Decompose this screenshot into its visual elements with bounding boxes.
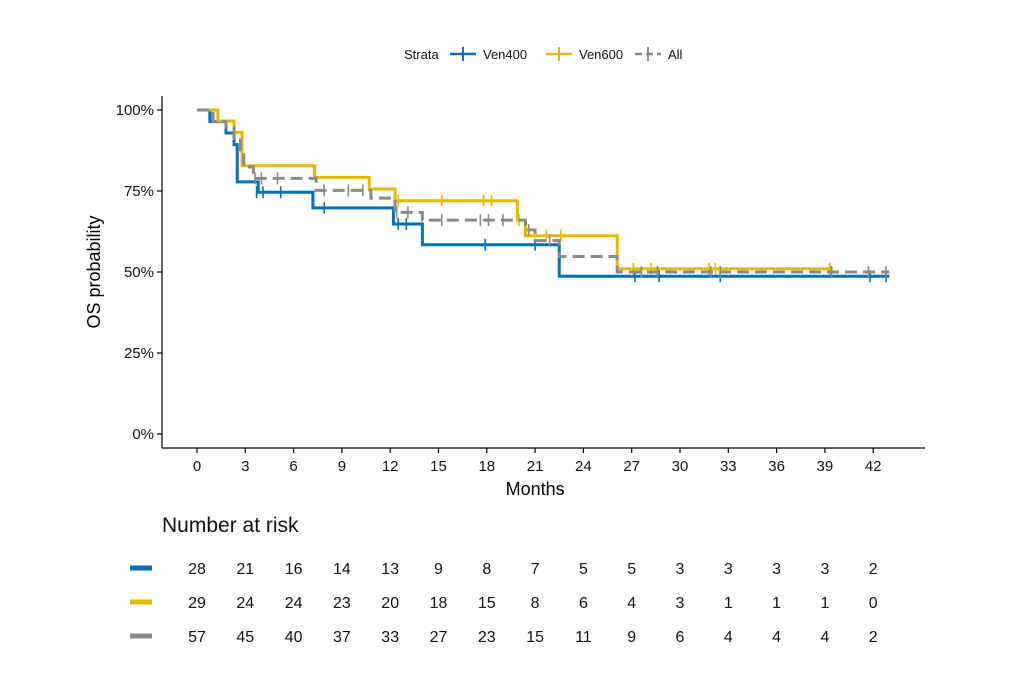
risk-count: 15 [526,629,544,646]
x-tick-label: 36 [768,458,785,475]
survival-curves [197,108,890,283]
risk-count: 8 [482,561,491,578]
y-tick-label: 75% [124,183,154,200]
risk-count: 9 [627,629,636,646]
y-axis-label: OS probability [84,215,104,328]
risk-count: 57 [188,629,206,646]
risk-count: 27 [430,629,448,646]
y-tick-label: 0% [132,426,154,443]
x-tick-label: 39 [817,458,834,475]
risk-count: 4 [627,595,636,612]
legend-label-ven600: Ven600 [579,47,623,62]
risk-count: 4 [772,629,781,646]
risk-count: 33 [381,629,399,646]
risk-count: 11 [575,629,592,646]
x-tick-label: 0 [193,458,201,475]
x-tick-label: 30 [672,458,689,475]
risk-count: 4 [820,629,829,646]
x-tick-label: 27 [623,458,640,475]
x-tick-label: 9 [338,458,346,475]
risk-count: 3 [772,561,781,578]
legend-title: Strata [404,47,439,62]
risk-count: 3 [724,561,733,578]
x-tick-label: 15 [430,458,447,475]
risk-count: 29 [188,595,206,612]
risk-count: 2 [869,561,878,578]
risk-count: 8 [531,595,540,612]
risk-count: 18 [430,595,448,612]
risk-count: 28 [188,561,206,578]
risk-count: 1 [820,595,829,612]
risk-count: 23 [333,595,351,612]
x-tick-label: 21 [527,458,544,475]
risk-count: 15 [478,595,496,612]
risk-count: 13 [381,561,399,578]
risk-count: 20 [381,595,399,612]
y-tick-label: 25% [124,345,154,362]
risk-count: 3 [676,595,685,612]
risk-count: 5 [579,561,588,578]
risk-count: 14 [333,561,351,578]
axes: 0%25%50%75%100%0 3 6 9 12 15 18 21 24 27 30 33 36 39 4… [84,96,925,499]
risk-count: 24 [285,595,303,612]
risk-count: 3 [820,561,829,578]
y-tick-label: 50% [124,264,154,281]
curve-all [197,108,890,274]
x-tick-label: 42 [865,458,882,475]
risk-count: 23 [478,629,496,646]
legend-label-ven400: Ven400 [483,47,527,62]
risk-count: 9 [434,561,443,578]
y-tick-label: 100% [116,102,154,119]
x-tick-label: 18 [478,458,495,475]
x-tick-label: 3 [241,458,249,475]
legend: Strata Ven400 Ven600 All [404,47,683,62]
risk-count: 1 [724,595,733,612]
x-axis-label: Months [506,479,565,499]
x-tick-label: 12 [382,458,399,475]
risk-count: 21 [236,561,254,578]
legend-label-all: All [668,47,683,62]
risk-count: 2 [869,629,878,646]
risk-count: 7 [531,561,540,578]
risk-count: 6 [579,595,588,612]
risk-count: 37 [333,629,351,646]
risk-count: 45 [236,629,254,646]
risk-count: 3 [676,561,685,578]
curve-ven400 [197,108,890,278]
x-tick-label: 6 [289,458,297,475]
risk-table-title: Number at risk [162,514,299,537]
risk-count: 1 [772,595,781,612]
risk-count: 40 [285,629,303,646]
risk-count: 4 [724,629,733,646]
risk-count: 5 [627,561,636,578]
risk-count: 16 [285,561,303,578]
x-tick-label: 33 [720,458,737,475]
x-tick-label: 24 [575,458,592,475]
risk-count: 6 [676,629,685,646]
curve-ven600 [197,108,833,271]
risk-count: 24 [236,595,254,612]
risk-count: 0 [869,595,878,612]
